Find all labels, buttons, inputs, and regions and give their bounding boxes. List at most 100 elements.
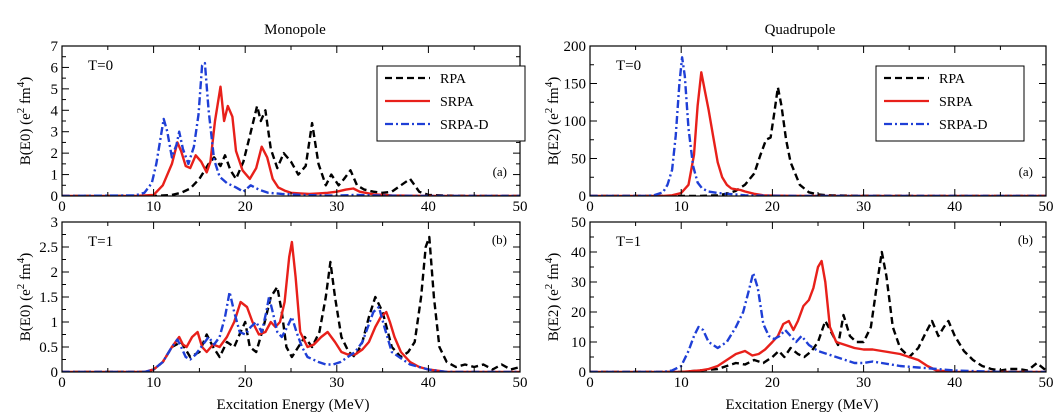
x-tick-label: 10: [146, 375, 161, 391]
x-tick-label: 10: [674, 199, 689, 215]
y-axis-label-part: B(E0) (e: [18, 113, 34, 165]
series-rpa: [62, 235, 520, 372]
y-tick-label: 2: [51, 146, 59, 162]
y-tick-label: 7: [51, 39, 59, 55]
legend-monopole: RPA SRPA SRPA-D: [376, 65, 526, 142]
y-tick-label: 0.5: [39, 340, 58, 356]
y-tick-label: 3: [51, 125, 59, 141]
y-axis-label-part: fm: [18, 263, 34, 284]
x-tick-label: 50: [513, 199, 528, 215]
panel-2: 0 10 20 30 40 50 0 50 100 150 200 B(E2) (e2 fm4) T=0…: [543, 39, 1054, 215]
y-axis-label-superscript: 2: [543, 108, 555, 114]
x-tick-label: 0: [58, 375, 66, 391]
panel-4: 0 10 20 30 40 50 0 10 20 30 40 50 B(E2) (e2 fm4) T=1 (…: [543, 215, 1054, 391]
x-axis-label-quadrupole: Excitation Energy (MeV): [725, 397, 878, 413]
x-tick-label: 40: [947, 199, 962, 215]
y-axis-label-part: ): [18, 77, 34, 82]
temperature-label: T=0: [616, 58, 641, 74]
y-axis-label-superscript: 4: [15, 257, 27, 263]
plot-frame: [589, 221, 1047, 373]
y-axis-label-part: B(E2) (e: [546, 289, 562, 341]
temperature-label: T=0: [88, 58, 113, 74]
y-axis-label-part: B(E2) (e: [546, 113, 562, 165]
series-srpa: [62, 85, 520, 196]
panel-tag: (b): [492, 232, 507, 247]
y-tick-label: 1: [51, 168, 59, 184]
y-axis-label: B(E2) (e2 fm4): [543, 77, 562, 165]
y-tick-label: 20: [571, 305, 586, 321]
x-tick-label: 50: [1039, 199, 1054, 215]
x-tick-label: 0: [586, 375, 594, 391]
legend-label-srpa-d: SRPA-D: [939, 118, 988, 133]
y-tick-label: 0: [51, 189, 59, 205]
y-tick-label: 50: [571, 215, 586, 231]
y-axis-label-superscript: 4: [543, 257, 555, 263]
y-tick-label: 10: [571, 335, 586, 351]
y-axis-label-superscript: 2: [15, 108, 27, 114]
legend-label-srpa: SRPA: [939, 95, 974, 110]
y-tick-label: 200: [564, 39, 587, 55]
y-axis-label-part: ): [18, 253, 34, 258]
legend-label-rpa: RPA: [939, 72, 966, 87]
x-tick-label: 0: [58, 199, 66, 215]
x-tick-label: 50: [513, 375, 528, 391]
y-tick-label: 0: [579, 189, 587, 205]
quadrupole-title: Quadrupole: [765, 22, 836, 38]
x-tick-label: 10: [146, 199, 161, 215]
y-tick-label: 1.5: [39, 290, 58, 306]
series-rpa: [590, 250, 1046, 372]
x-tick-label: 20: [238, 199, 253, 215]
series-srpa: [590, 259, 1046, 372]
monopole-title: Monopole: [264, 22, 326, 38]
x-tick-label: 20: [765, 199, 780, 215]
x-tick-label: 40: [947, 375, 962, 391]
x-tick-label: 20: [238, 375, 253, 391]
legend-label-srpa-d: SRPA-D: [440, 118, 489, 133]
temperature-label: T=1: [616, 234, 641, 250]
y-tick-label: 150: [564, 77, 587, 93]
y-tick-label: 4: [51, 103, 59, 119]
y-tick-label: 100: [564, 114, 587, 130]
x-tick-label: 20: [765, 375, 780, 391]
y-axis-label-part: fm: [546, 263, 562, 284]
legend-label-rpa: RPA: [440, 72, 467, 87]
x-tick-label: 30: [856, 375, 871, 391]
y-tick-label: 5: [51, 82, 59, 98]
y-axis-label-part: fm: [546, 87, 562, 108]
y-tick-label: 6: [51, 60, 59, 76]
y-tick-label: 40: [571, 245, 586, 261]
x-tick-label: 40: [421, 375, 436, 391]
y-tick-label: 30: [571, 275, 586, 291]
x-tick-label: 30: [856, 199, 871, 215]
y-axis-label-part: ): [546, 77, 562, 82]
y-axis-label: B(E2) (e2 fm4): [543, 253, 562, 341]
x-tick-label: 30: [329, 199, 344, 215]
temperature-label: T=1: [88, 234, 113, 250]
y-axis-label-part: B(E0) (e: [18, 289, 34, 341]
series-srpa-d: [590, 271, 1046, 372]
y-axis-label-superscript: 2: [15, 284, 27, 290]
y-axis-label: B(E0) (e2 fm4): [15, 77, 34, 165]
y-axis-label-superscript: 2: [543, 284, 555, 290]
y-axis-label-superscript: 4: [15, 81, 27, 87]
y-tick-label: 0: [51, 365, 59, 381]
x-tick-label: 10: [674, 375, 689, 391]
y-tick-label: 2: [51, 265, 59, 281]
y-tick-label: 50: [571, 152, 586, 168]
y-axis-label-part: ): [546, 253, 562, 258]
x-tick-label: 40: [421, 199, 436, 215]
y-axis-label-superscript: 4: [543, 81, 555, 87]
y-tick-label: 1: [51, 315, 59, 331]
x-tick-label: 50: [1039, 375, 1054, 391]
x-tick-label: 30: [329, 375, 344, 391]
series-srpa-d: [590, 56, 1046, 196]
y-tick-label: 3: [51, 215, 59, 231]
y-tick-label: 2.5: [39, 240, 58, 256]
panel-tag: (b): [1018, 232, 1033, 247]
series-srpa-d: [62, 290, 520, 372]
series-srpa-d: [62, 61, 520, 196]
series-srpa: [62, 240, 520, 372]
y-tick-label: 0: [579, 365, 587, 381]
